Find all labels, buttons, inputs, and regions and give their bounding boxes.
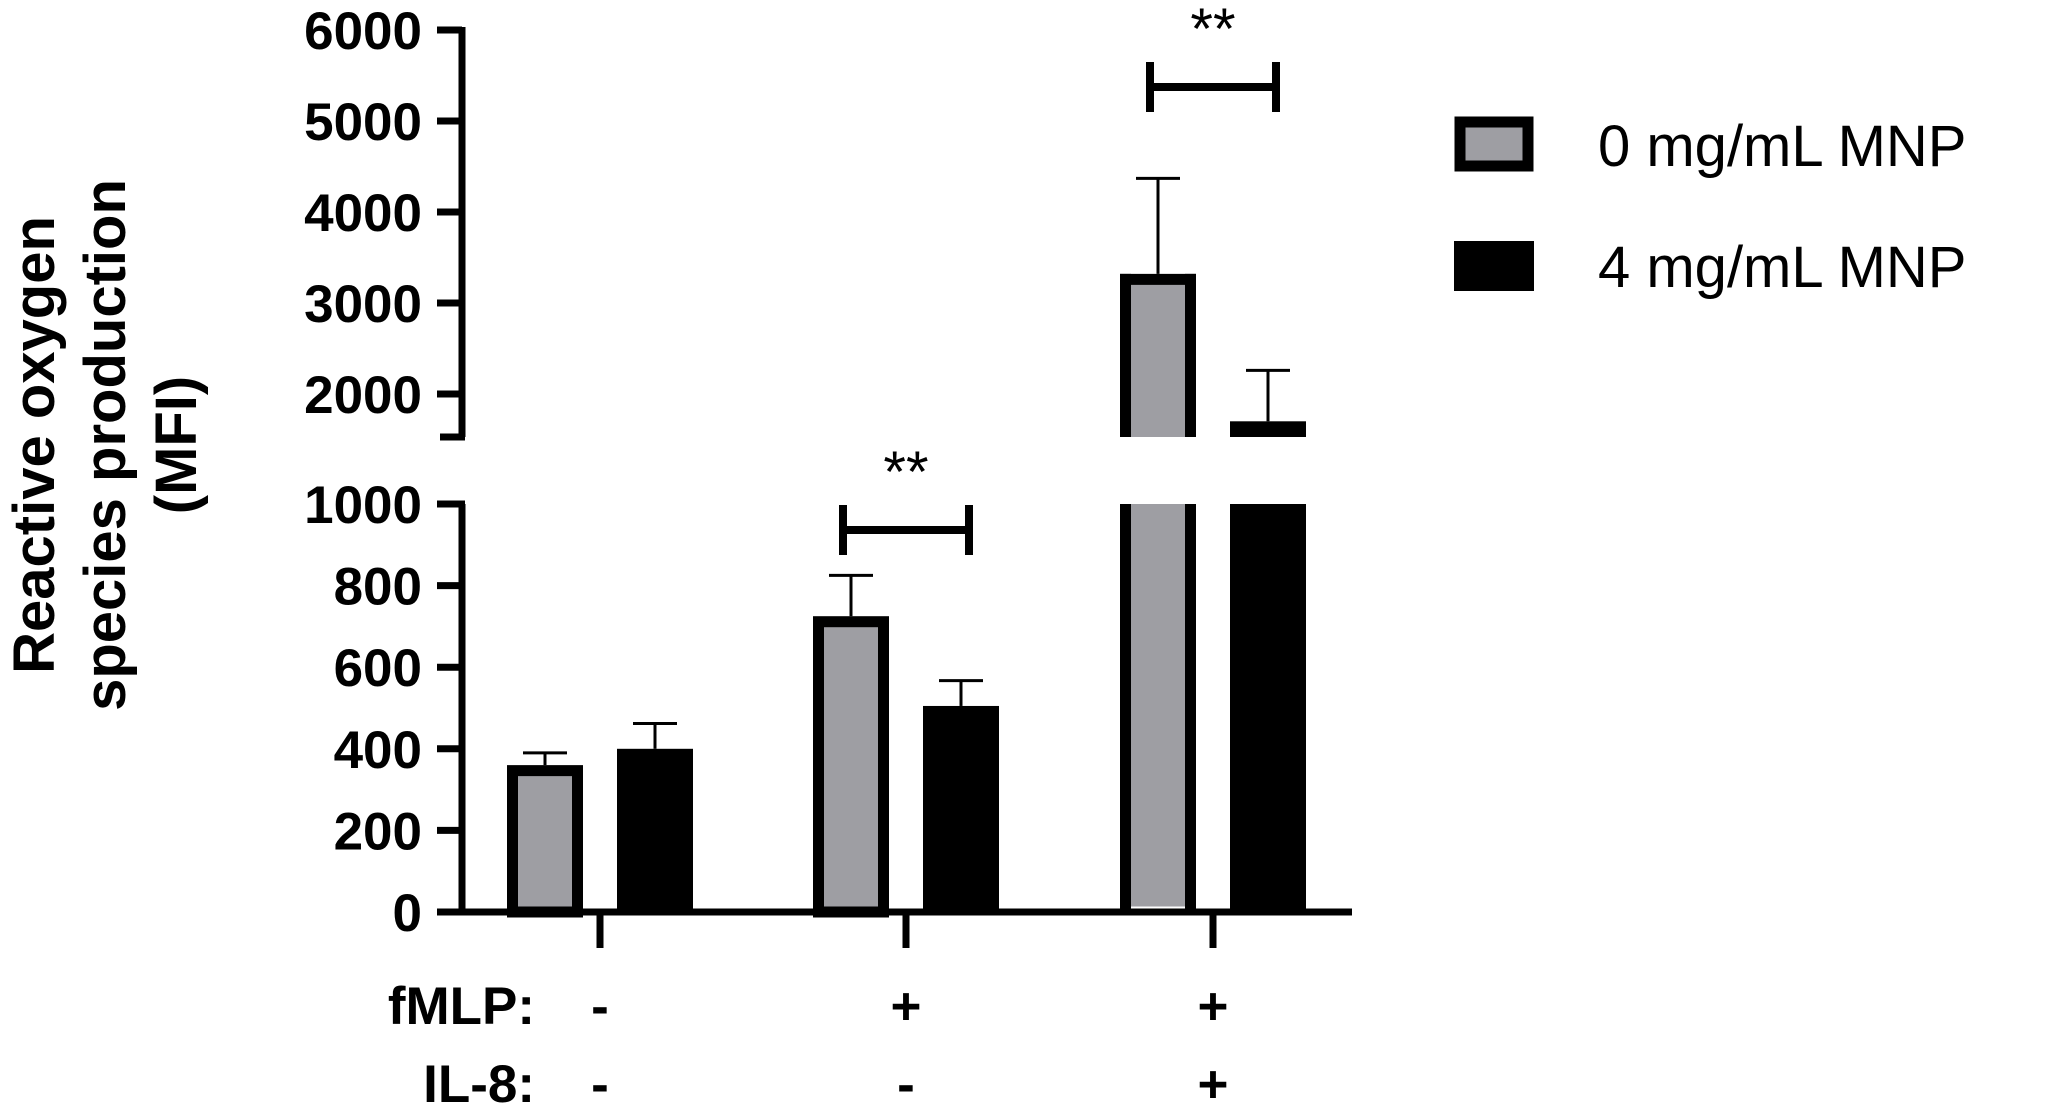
legend-label-4mg: 4 mg/mL MNP	[1598, 235, 1966, 300]
bar-1-1	[923, 705, 999, 912]
y-tick-label-800: 800	[334, 558, 422, 617]
bar-0-2-lower	[1125, 504, 1191, 907]
bar-1-2-upper	[1230, 421, 1306, 437]
axis-layer: 0 200 400 600 800 1000 2000 3000 4000 5000 6000	[304, 2, 1352, 948]
category-1-fmlp: +	[891, 977, 922, 1036]
y-tick-label-4000: 4000	[304, 184, 422, 243]
y-tick-label-200: 200	[334, 802, 422, 861]
bar-0-2-upper	[1125, 279, 1191, 437]
error-layer	[523, 176, 1290, 766]
bar-0-1	[813, 616, 889, 918]
bar-1-0	[617, 748, 693, 912]
y-tick-label-3000: 3000	[304, 275, 422, 334]
y-axis-label-line-2: species production	[73, 179, 138, 711]
y-tick-label-400: 400	[334, 721, 422, 780]
legend: 0 mg/mL MNP 4 mg/mL MNP	[1454, 114, 1966, 300]
legend-label-0mg: 0 mg/mL MNP	[1598, 114, 1966, 179]
category-2-fmlp: +	[1198, 977, 1229, 1036]
y-axis-label: Reactive oxygen species production (MFI)	[2, 179, 209, 711]
legend-item-4mg: 4 mg/mL MNP	[1454, 235, 1966, 300]
legend-item-0mg: 0 mg/mL MNP	[1454, 114, 1966, 179]
annotation-layer: ** **	[839, 0, 1280, 555]
category-0-fmlp: -	[591, 977, 609, 1036]
bar-layer	[507, 273, 1306, 918]
legend-swatch-4mg	[1454, 241, 1534, 291]
significance-label-1: **	[1190, 0, 1235, 62]
y-axis-label-line-3: (MFI)	[144, 376, 209, 515]
category-labels: fMLP:IL-8:--+-++	[388, 977, 1229, 1114]
category-0-il8: -	[591, 1055, 609, 1114]
significance-label-0: **	[883, 440, 928, 505]
y-tick-label-6000: 6000	[304, 2, 422, 61]
row-label-0: fMLP:	[388, 977, 535, 1036]
y-tick-label-600: 600	[334, 639, 422, 698]
category-1-il8: -	[897, 1055, 915, 1114]
row-label-1: IL-8:	[423, 1055, 535, 1114]
legend-swatch-0mg	[1454, 116, 1534, 172]
bar-0-0	[507, 765, 583, 918]
y-tick-label-5000: 5000	[304, 93, 422, 152]
y-tick-label-2000: 2000	[304, 366, 422, 425]
y-tick-label-0: 0	[393, 884, 422, 943]
y-tick-label-1000: 1000	[304, 476, 422, 535]
y-axis-label-line-1: Reactive oxygen	[2, 216, 67, 674]
bar-1-2-lower	[1230, 504, 1306, 912]
category-2-il8: +	[1198, 1055, 1229, 1114]
